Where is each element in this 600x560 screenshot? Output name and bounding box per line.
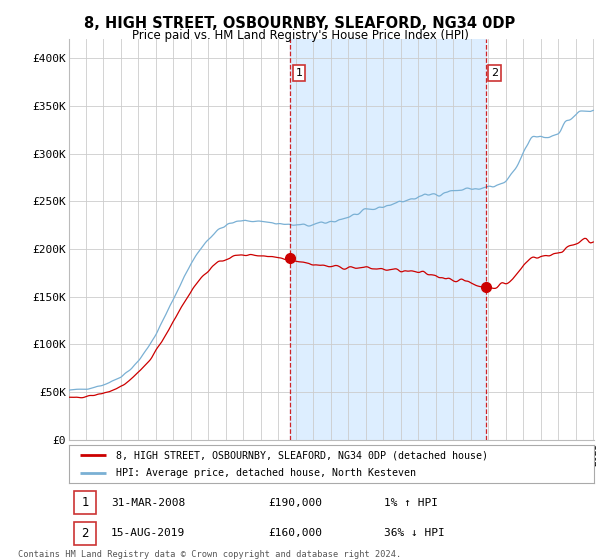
Text: 1: 1 bbox=[296, 68, 302, 78]
Text: £160,000: £160,000 bbox=[269, 529, 323, 538]
Text: Contains HM Land Registry data © Crown copyright and database right 2024.
This d: Contains HM Land Registry data © Crown c… bbox=[18, 550, 401, 560]
Text: 2: 2 bbox=[82, 527, 89, 540]
Text: 31-MAR-2008: 31-MAR-2008 bbox=[111, 498, 185, 507]
Text: 8, HIGH STREET, OSBOURNBY, SLEAFORD, NG34 0DP: 8, HIGH STREET, OSBOURNBY, SLEAFORD, NG3… bbox=[85, 16, 515, 31]
FancyBboxPatch shape bbox=[74, 522, 96, 545]
Text: £190,000: £190,000 bbox=[269, 498, 323, 507]
Bar bbox=[290, 39, 486, 440]
Text: 8, HIGH STREET, OSBOURNBY, SLEAFORD, NG34 0DP (detached house): 8, HIGH STREET, OSBOURNBY, SLEAFORD, NG3… bbox=[116, 450, 488, 460]
Text: 1: 1 bbox=[82, 496, 89, 509]
Text: 15-AUG-2019: 15-AUG-2019 bbox=[111, 529, 185, 538]
Text: 36% ↓ HPI: 36% ↓ HPI bbox=[384, 529, 445, 538]
Text: HPI: Average price, detached house, North Kesteven: HPI: Average price, detached house, Nort… bbox=[116, 468, 416, 478]
Text: 2: 2 bbox=[491, 68, 498, 78]
Text: Price paid vs. HM Land Registry's House Price Index (HPI): Price paid vs. HM Land Registry's House … bbox=[131, 29, 469, 42]
FancyBboxPatch shape bbox=[74, 491, 96, 514]
Text: 1% ↑ HPI: 1% ↑ HPI bbox=[384, 498, 438, 507]
